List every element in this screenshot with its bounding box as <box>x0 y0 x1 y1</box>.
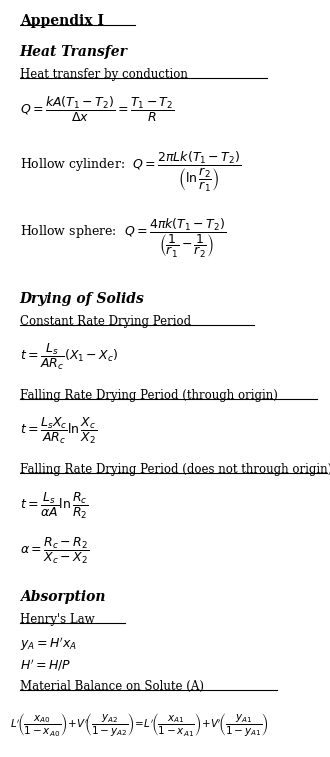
Text: Falling Rate Drying Period (through origin): Falling Rate Drying Period (through orig… <box>20 389 278 402</box>
Text: Appendix I: Appendix I <box>20 14 104 27</box>
Text: Hollow sphere:  $Q = \dfrac{4\pi k(T_1 - T_2)}{\left(\dfrac{1}{r_1} - \dfrac{1}{: Hollow sphere: $Q = \dfrac{4\pi k(T_1 - … <box>20 217 226 260</box>
Text: Hollow cylinder:  $Q = \dfrac{2\pi Lk(T_1 - T_2)}{\left(\ln\dfrac{r_2}{r_1}\righ: Hollow cylinder: $Q = \dfrac{2\pi Lk(T_1… <box>20 150 241 194</box>
Text: Constant Rate Drying Period: Constant Rate Drying Period <box>20 315 191 328</box>
Text: Falling Rate Drying Period (does not through origin): Falling Rate Drying Period (does not thr… <box>20 463 330 476</box>
Text: $L'\!\left(\dfrac{x_{A0}}{1-x_{A0}}\right)\!+\!V'\!\left(\dfrac{y_{A2}}{1-y_{A2}: $L'\!\left(\dfrac{x_{A0}}{1-x_{A0}}\righ… <box>10 712 269 739</box>
Text: Material Balance on Solute (A): Material Balance on Solute (A) <box>20 680 204 693</box>
Text: $t = \dfrac{L_s}{\alpha A} \ln \dfrac{R_c}{R_2}$: $t = \dfrac{L_s}{\alpha A} \ln \dfrac{R_… <box>20 491 88 521</box>
Text: Heat Transfer: Heat Transfer <box>20 45 128 59</box>
Text: $H' = H/P$: $H' = H/P$ <box>20 657 71 672</box>
Text: Absorption: Absorption <box>20 590 105 604</box>
Text: $\alpha = \dfrac{R_c - R_2}{X_c - X_2}$: $\alpha = \dfrac{R_c - R_2}{X_c - X_2}$ <box>20 536 89 566</box>
Text: Heat transfer by conduction: Heat transfer by conduction <box>20 68 188 81</box>
Text: $y_A = H'x_A$: $y_A = H'x_A$ <box>20 636 77 653</box>
Text: $t = \dfrac{L_s}{AR_c}(X_1 - X_c)$: $t = \dfrac{L_s}{AR_c}(X_1 - X_c)$ <box>20 342 118 372</box>
Text: Drying of Solids: Drying of Solids <box>20 292 145 306</box>
Text: $Q = \dfrac{kA(T_1 - T_2)}{\Delta x} = \dfrac{T_1 - T_2}{R}$: $Q = \dfrac{kA(T_1 - T_2)}{\Delta x} = \… <box>20 95 174 124</box>
Text: Henry's Law: Henry's Law <box>20 613 94 626</box>
Text: $t = \dfrac{L_s X_c}{AR_c} \ln \dfrac{X_c}{X_2}$: $t = \dfrac{L_s X_c}{AR_c} \ln \dfrac{X_… <box>20 416 97 447</box>
